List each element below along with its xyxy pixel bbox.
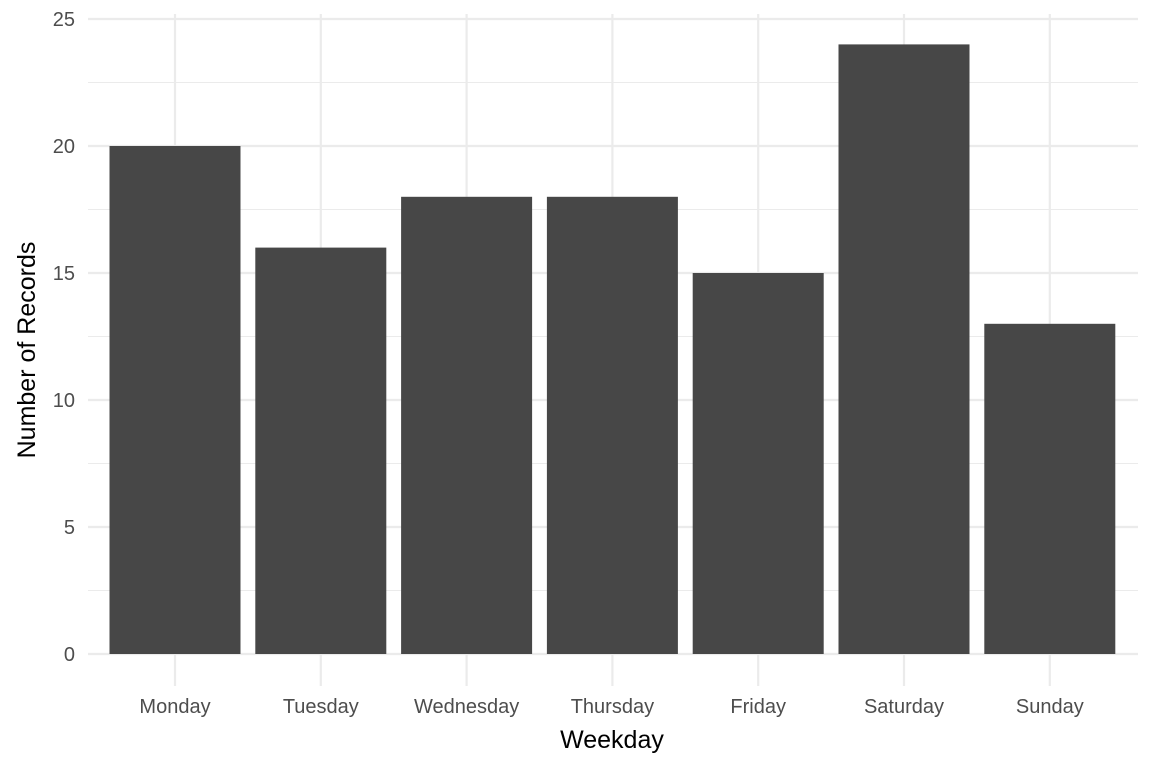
bars (109, 44, 1116, 655)
x-tick-label: Thursday (571, 696, 654, 718)
bar-monday (109, 146, 241, 654)
y-tick-label: 5 (64, 517, 75, 539)
y-tick-label: 15 (53, 263, 75, 285)
y-tick-label: 10 (53, 390, 75, 412)
bar-saturday (838, 44, 970, 654)
x-tick-label: Saturday (864, 696, 944, 718)
bar-wednesday (401, 196, 533, 655)
bar-friday (692, 273, 824, 654)
x-axis-tick-labels: Monday Tuesday Wednesday Thursday Friday Satu… (139, 696, 1083, 718)
x-tick-label: Sunday (1016, 696, 1084, 718)
x-axis-title: Weekday (560, 726, 664, 754)
y-axis-title: Number of Records (13, 242, 41, 459)
bar-tuesday (255, 247, 387, 654)
y-tick-label: 25 (53, 9, 75, 31)
y-tick-label: 0 (64, 644, 75, 666)
x-tick-label: Friday (730, 696, 786, 718)
y-axis-tick-labels: 0 5 10 15 20 25 (53, 9, 75, 666)
x-tick-label: Monday (139, 696, 210, 718)
x-tick-label: Wednesday (414, 696, 519, 718)
x-tick-label: Tuesday (283, 696, 359, 718)
bar-sunday (984, 323, 1116, 654)
bar-thursday (546, 196, 678, 655)
y-tick-label: 20 (53, 136, 75, 158)
